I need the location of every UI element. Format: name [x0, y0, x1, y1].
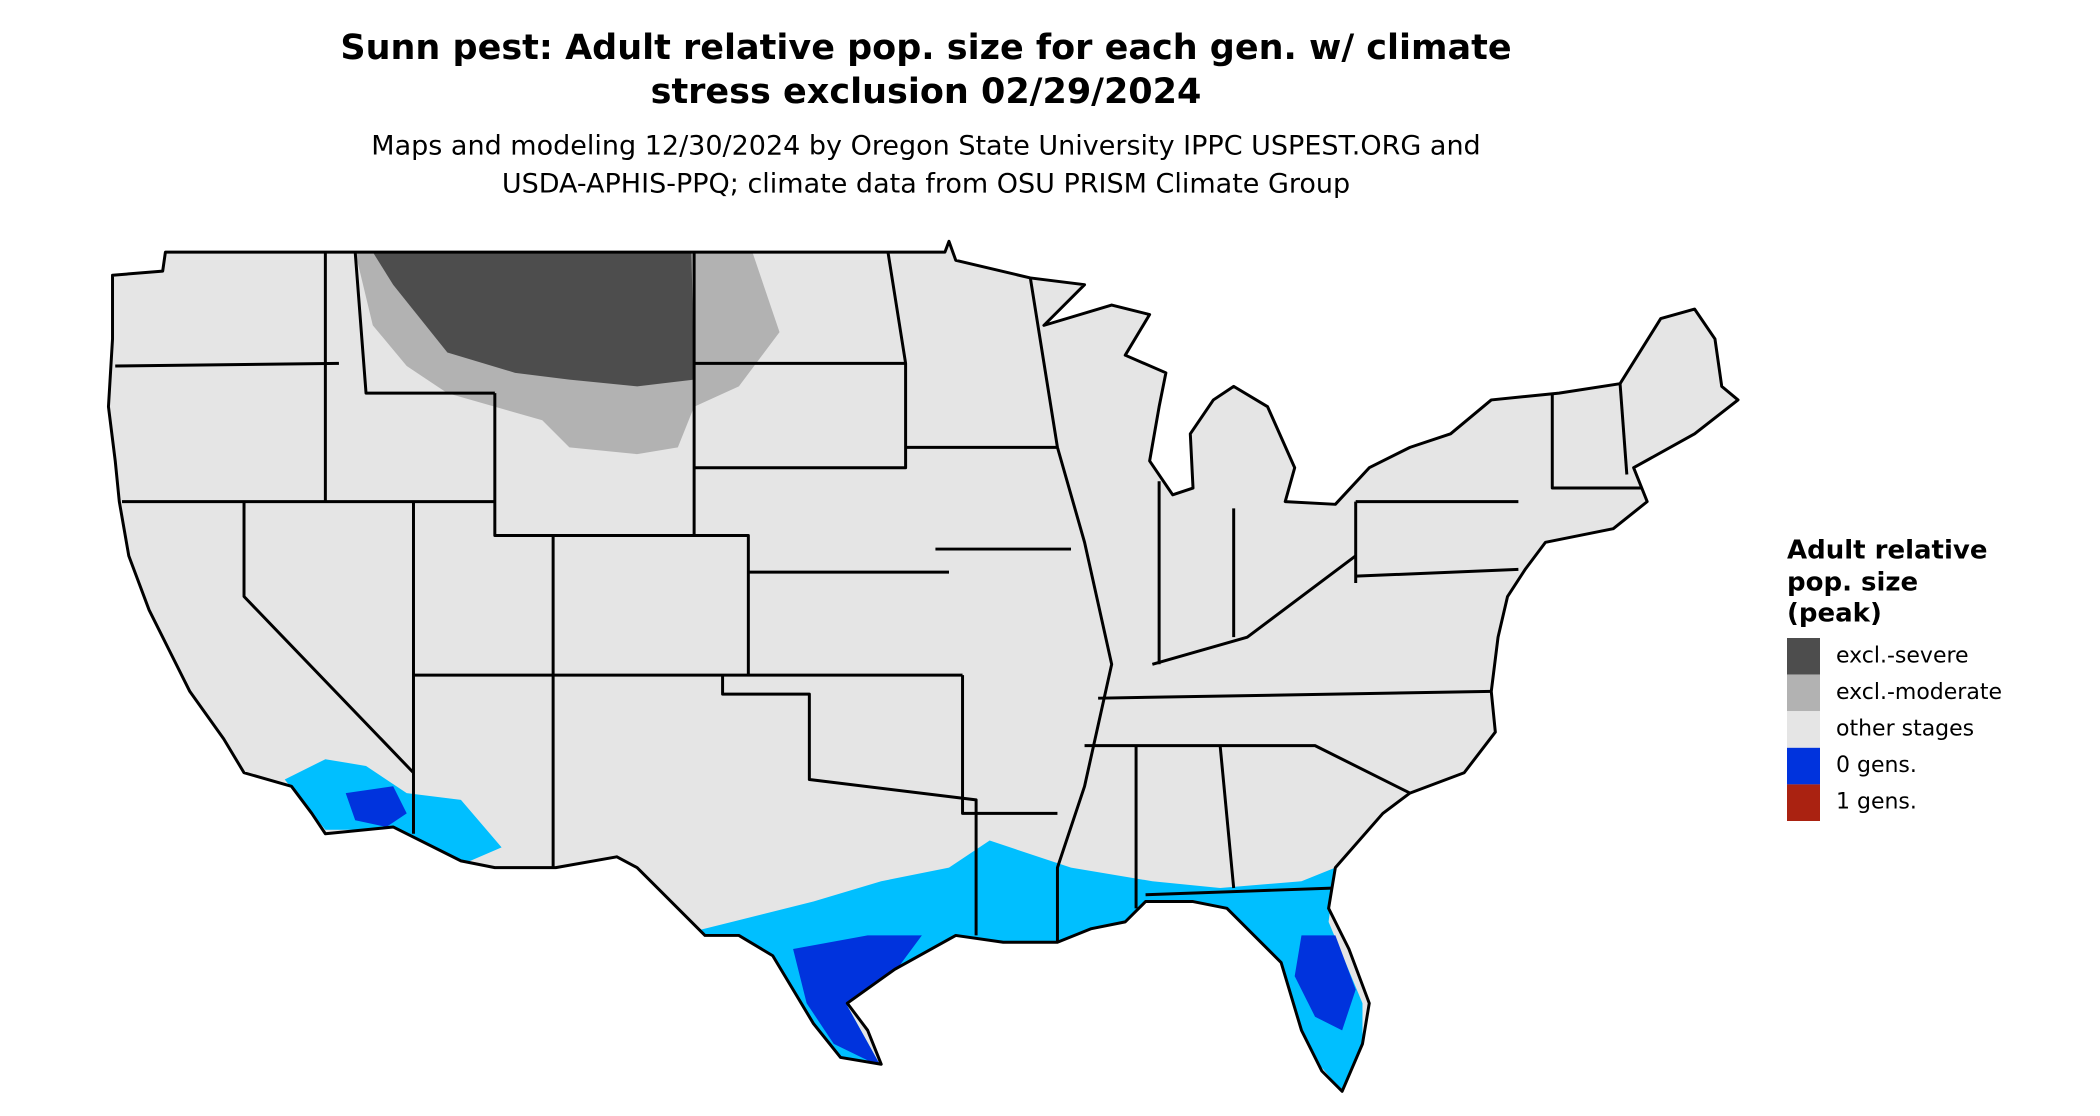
- subtitle-line: USDA-APHIS-PPQ; climate data from OSU PR…: [502, 169, 1350, 200]
- legend-swatch: [1787, 784, 1820, 821]
- legend-title: pop. size: [1787, 568, 1918, 598]
- state-border: [242, 501, 415, 774]
- state-border: [1151, 554, 1357, 666]
- legend-swatch: [1787, 674, 1820, 712]
- state-border: [1098, 689, 1492, 700]
- subtitle-line: Maps and modeling 12/30/2024 by Oregon S…: [371, 131, 1480, 162]
- legend-title: (peak): [1787, 599, 1882, 629]
- state-border: [694, 251, 908, 470]
- legend-label: excl.-moderate: [1836, 680, 2002, 705]
- state-border: [115, 361, 339, 368]
- state-border: [1028, 277, 1114, 945]
- state-border: [1145, 886, 1336, 897]
- state-borders: [115, 251, 1648, 945]
- title-line: stress exclusion 02/29/2024: [651, 72, 1202, 112]
- legend-label: 1 gens.: [1836, 790, 1917, 815]
- state-border: [1550, 393, 1648, 490]
- severe-area: [372, 252, 695, 387]
- zero-gens-area: [793, 935, 922, 1067]
- state-border: [1218, 745, 1236, 889]
- state-border: [721, 675, 978, 936]
- state-border: [493, 393, 750, 676]
- state-border: [1084, 744, 1411, 795]
- legend: Adult relative pop. size (peak) excl.-se…: [1787, 536, 2002, 821]
- legend-swatch: [1787, 747, 1820, 785]
- legend-label: excl.-severe: [1836, 643, 1969, 668]
- state-border: [1618, 383, 1629, 475]
- legend-swatch: [1787, 711, 1820, 748]
- title-line: Sunn pest: Adult relative pop. size for …: [340, 28, 1511, 68]
- legend-label: other stages: [1836, 717, 1974, 742]
- zero-gens-area: [345, 786, 407, 827]
- legend-swatch: [1787, 638, 1820, 675]
- state-border: [961, 675, 1058, 815]
- state-border: [353, 252, 495, 395]
- legend-title: Adult relative: [1787, 536, 1987, 566]
- legend-label: 0 gens.: [1836, 753, 1917, 778]
- state-border: [1355, 567, 1519, 578]
